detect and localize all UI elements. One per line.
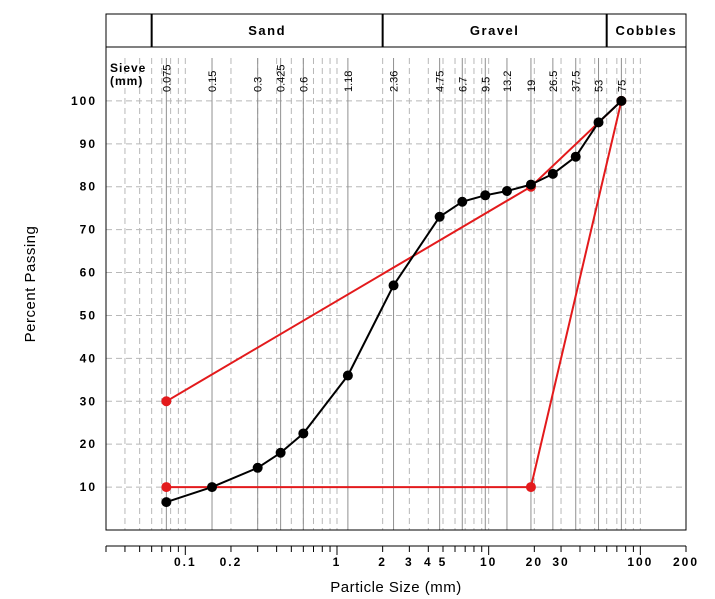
sieve-label: 9.5 (480, 77, 492, 92)
y-tick-label: 80 (80, 180, 97, 194)
y-tick-label: 40 (80, 351, 97, 365)
x-tick-label: 0.1 (174, 555, 197, 569)
data-point (501, 186, 512, 197)
plot-frame (105, 13, 687, 531)
data-point (434, 211, 445, 222)
data-point (161, 396, 172, 407)
data-point (342, 370, 353, 381)
y-tick-label: 90 (80, 137, 97, 151)
sieve-label: 75 (616, 80, 628, 92)
header-box (105, 13, 687, 48)
data-point (570, 151, 581, 162)
sieve-label: 53 (594, 80, 606, 92)
x-tick-label: 2 (378, 555, 387, 569)
sieve-label: 1.18 (343, 71, 355, 92)
y-tick-label: 100 (71, 94, 97, 108)
data-point (275, 447, 286, 458)
sieve-label: 2.36 (389, 71, 401, 92)
x-tick-label: 1 (333, 555, 342, 569)
x-tick-label: 0.2 (220, 555, 243, 569)
y-tick-label: 70 (80, 223, 97, 237)
x-tick-label: 3 (405, 555, 414, 569)
x-tick-label: 200 (673, 555, 699, 569)
sieve-label: 0.15 (207, 71, 219, 92)
x-tick-label: 5 (439, 555, 448, 569)
sieve-label: 37.5 (571, 71, 583, 92)
sieve-label: 19 (526, 80, 538, 92)
data-point (298, 428, 309, 439)
grid-lines (105, 58, 687, 530)
band-label: Cobbles (615, 23, 677, 38)
x-tick-label: 10 (480, 555, 497, 569)
sieve-header-title: Sieve (110, 61, 146, 75)
x-axis-title: Particle Size (mm) (330, 579, 462, 596)
sieve-label: 0.425 (276, 64, 288, 92)
data-point (252, 462, 263, 473)
series-line (166, 100, 623, 504)
data-point (525, 482, 536, 493)
soil-classification-header: Sand Gravel Cobbles (105, 13, 687, 48)
data-point (593, 117, 604, 128)
y-tick-label: 30 (80, 394, 97, 408)
sieve-size-labels: Sieve(mm) 0.075 0.15 0.3 0.425 0.6 1.18 2.36 4.7… (110, 61, 628, 92)
data-point (161, 482, 172, 493)
y-tick-label: 50 (80, 308, 97, 322)
sieve-label: 13.2 (502, 71, 514, 92)
data-point (207, 482, 218, 493)
sieve-header-unit: (mm) (110, 74, 143, 88)
data-point (480, 190, 491, 201)
y-tick-label: 10 (80, 480, 97, 494)
sieve-label: 0.6 (298, 77, 310, 92)
x-tick-label: 20 (526, 555, 543, 569)
data-point (161, 497, 172, 508)
x-tick-label: 30 (552, 555, 569, 569)
data-point (616, 95, 627, 106)
y-tick-label: 60 (80, 266, 97, 280)
sieve-label: 4.75 (435, 71, 447, 92)
series-group (161, 95, 627, 508)
sieve-label: 0.3 (253, 77, 265, 92)
y-axis-ticks: 10 20 30 40 50 60 70 80 90 100 (71, 94, 97, 494)
sieve-label: 0.075 (161, 64, 173, 92)
data-point (525, 179, 536, 190)
sieve-label: 26.5 (548, 71, 560, 92)
data-point (457, 196, 468, 207)
sieve-label: 6.7 (457, 77, 469, 92)
y-tick-label: 20 (80, 437, 97, 451)
data-point (388, 280, 399, 291)
data-point (547, 168, 558, 179)
x-axis: 0.1 0.2 1 2 3 4 5 10 20 30 100 200 (105, 545, 699, 569)
data-series (161, 95, 627, 508)
band-label: Gravel (470, 23, 519, 38)
y-axis-title: Percent Passing (22, 226, 39, 343)
x-tick-label: 4 (424, 555, 433, 569)
band-label: Sand (248, 23, 286, 38)
x-tick-label: 100 (627, 555, 653, 569)
